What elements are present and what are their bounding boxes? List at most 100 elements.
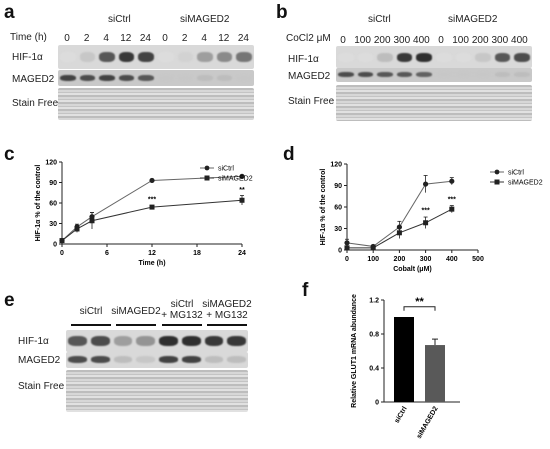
panel-a-time-4: 24 [139,33,151,44]
panel-a-maged2-band [236,75,252,81]
data-point [149,177,155,184]
panel-c-letter: c [4,144,15,165]
panel-e-group-label: siCtrl [170,299,194,310]
panel-e-group-label: siMAGED2 [111,306,161,317]
data-point [89,218,95,224]
panel-e-maged2-band [90,356,110,363]
panel-a-letter: a [4,2,15,23]
panel-b-hif-band [475,53,491,62]
x-tick-label: 300 [420,256,432,263]
legend-label: siMAGED2 [218,176,253,183]
panel-a-hif-blot [58,45,254,69]
panel-b-maged2-band [416,72,432,77]
y-axis-label: HIF-1α % of the control [320,169,327,246]
y-axis-label: HIF-1α % of the control [35,165,42,242]
panel-b-conc-4: 400 [413,35,430,46]
x-tick-label: 24 [238,250,246,257]
panel-a-row-maged2: MAGED2 [12,74,55,85]
panel-a-hif-band [60,52,76,62]
panel-b-group-label-2: siMAGED2 [448,14,498,25]
y-tick-label: 90 [49,180,57,187]
data-point [344,245,350,251]
x-tick-label: siMAGED2 [416,405,440,440]
significance-label: *** [422,208,430,215]
panel-b-hif-band [377,53,393,62]
panel-a-hif-band [216,52,233,62]
panel-e-hif-band [181,336,201,346]
y-tick-label: 0 [338,248,342,255]
panel-b-maged2-band [377,72,393,77]
panel-a-hif-band [118,52,135,62]
x-tick-label: 18 [193,250,201,257]
panel-b-conc-2: 200 [373,35,391,46]
panel-a-maged2-blot [58,70,254,86]
panel-a-hif-band [197,52,213,62]
panel-b-maged2-blot [336,68,532,82]
panel-b-conc-6: 100 [452,35,469,46]
panel-e-stain-blot [66,370,248,412]
panel-a-maged2-band [99,75,115,81]
y-tick-label: 120 [330,162,342,169]
panel-a-time-2: 4 [103,33,109,44]
panel-b-maged2-band [357,72,374,77]
y-tick-label: 1.2 [369,298,379,305]
panel-b-maged2-band [514,72,530,77]
panel-b-conc-3: 300 [393,35,411,46]
panel-b-conc-9: 400 [511,35,528,46]
panel-e-group-line [162,324,202,326]
data-point [423,220,429,226]
data-point [149,204,155,210]
data-point [449,206,455,212]
panel-e-row-hif: HIF-1α [18,336,49,347]
panel-e-hif-band [90,336,110,346]
y-tick-label: 0.4 [369,366,379,373]
panel-a-maged2-band [197,75,213,81]
x-tick-label: 100 [367,256,379,263]
panel-b-maged2-band [436,72,452,77]
data-point [449,178,455,184]
panel-e-maged2-band [68,356,87,363]
y-tick-label: 0 [53,242,57,249]
panel-e-row-maged2: MAGED2 [18,355,61,366]
x-tick-label: 0 [345,256,349,263]
panel-a-hif-band [79,52,96,62]
panel-e-row-stain: Stain Free [18,381,65,392]
panel-b-conc-7: 200 [471,35,489,46]
panel-a-maged2-band [60,75,76,81]
x-tick-label: 500 [472,256,484,263]
legend-marker [494,179,500,185]
x-tick-label: 0 [60,250,64,257]
panel-a-time-3: 12 [120,33,132,44]
y-tick-label: 60 [334,205,342,212]
panel-b-conc-1: 100 [354,35,371,46]
panel-e-maged2-blot [66,352,248,368]
panel-e-group-line [207,324,247,326]
panel-b-maged2-band [475,72,491,77]
y-tick-label: 90 [334,183,342,190]
significance-label: *** [148,197,156,204]
panel-a-row-hif: HIF-1α [12,52,43,63]
bar [425,345,445,402]
panel-b-conc-label: CoCl2 μM [286,33,331,44]
panel-b-conc-0: 0 [340,35,346,46]
x-tick-label: siCtrl [394,405,409,424]
panel-b-hif-band [514,53,530,62]
panel-b-stain-blot [336,85,532,121]
panel-b-hif-band [416,53,432,62]
panel-b-hif-band [455,53,472,62]
panel-a-maged2-band [138,75,154,81]
panel-b-maged2-band [338,72,354,77]
panel-a-time-7: 4 [201,33,207,44]
panel-a-time-1: 2 [83,33,90,44]
panel-e-group-line [116,324,156,326]
panel-e-maged2-band [113,356,133,363]
panel-e-group-label: siMAGED2 [202,299,252,310]
panel-b-letter: b [276,2,288,23]
panel-c-chart: 0 6 12 18 24 0 30 60 90 120 Time (h) HIF-1α % of th… [35,160,253,268]
panel-a-group-label-1: siCtrl [108,14,131,25]
x-tick-label: 400 [446,256,458,263]
data-point [59,238,65,244]
panel-a-hif-band [177,52,194,62]
panel-e-maged2-band [136,356,155,363]
panel-b-hif-band [396,53,413,62]
